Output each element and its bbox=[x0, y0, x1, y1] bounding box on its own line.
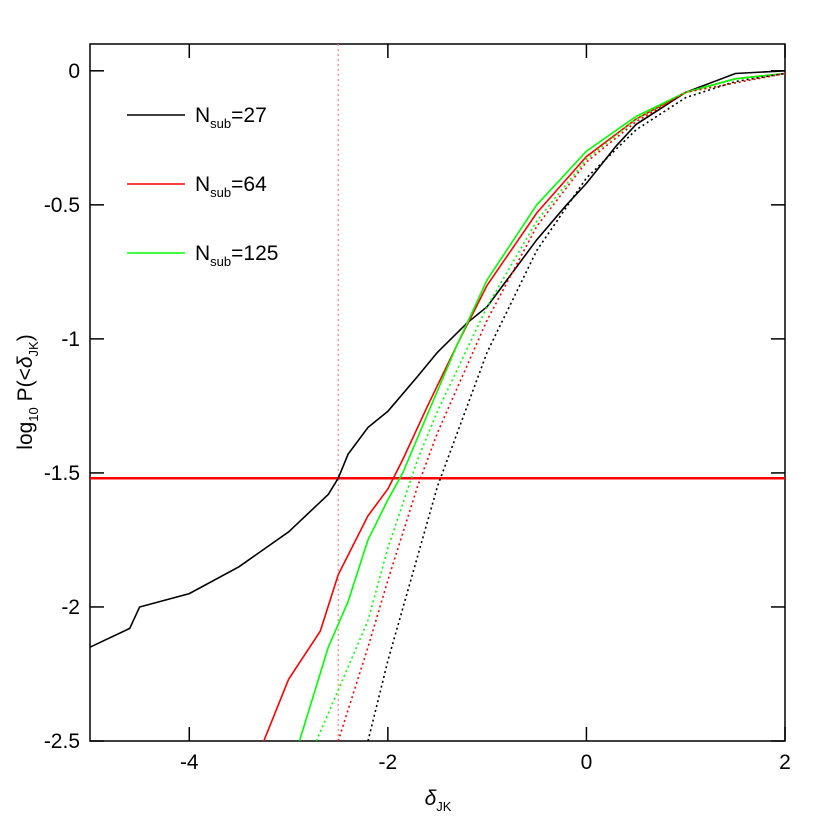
y-tick-label: -1 bbox=[61, 328, 80, 351]
legend-label-part: sub bbox=[210, 116, 231, 131]
y-axis-label-part: log bbox=[14, 422, 37, 450]
x-tick-label: -4 bbox=[180, 751, 199, 774]
series-line bbox=[263, 72, 785, 741]
legend-label-part: sub bbox=[210, 254, 231, 269]
legend-label: Nsub=27 bbox=[195, 104, 267, 131]
legend-label-part: =125 bbox=[231, 242, 278, 265]
series-line bbox=[337, 72, 785, 741]
y-tick-label: -2 bbox=[61, 596, 80, 619]
x-axis-label-part: JK bbox=[436, 799, 452, 814]
legend-label: Nsub=64 bbox=[195, 173, 267, 200]
legend-label-part: sub bbox=[210, 185, 231, 200]
legend-label: Nsub=125 bbox=[195, 242, 278, 269]
series-line bbox=[298, 72, 785, 741]
legend-label-part: N bbox=[195, 104, 210, 127]
y-tick-label: -2.5 bbox=[44, 730, 80, 753]
y-tick-label: -1.5 bbox=[44, 462, 80, 485]
y-tick-label: 0 bbox=[68, 60, 80, 83]
y-axis-label-part: JK bbox=[26, 341, 41, 357]
y-axis-label-part: δ bbox=[14, 356, 37, 368]
x-tick-label: 2 bbox=[779, 751, 791, 774]
x-tick-label: -2 bbox=[379, 751, 398, 774]
series-line bbox=[315, 72, 785, 741]
x-axis-label: δJK bbox=[425, 787, 452, 814]
plot-frame bbox=[89, 43, 786, 742]
plot-area bbox=[90, 44, 785, 741]
y-tick-label: -0.5 bbox=[44, 194, 80, 217]
legend-label-part: N bbox=[195, 173, 210, 196]
x-tick-label: 0 bbox=[581, 751, 593, 774]
legend-label-part: N bbox=[195, 242, 210, 265]
y-axis-label-part: P(< bbox=[14, 368, 37, 407]
legend-label-part: =64 bbox=[231, 173, 267, 196]
series-line bbox=[90, 70, 785, 648]
y-axis-label: log10 P(<δJK) bbox=[14, 334, 41, 449]
legend-label-part: =27 bbox=[231, 104, 267, 127]
x-axis-label-part: δ bbox=[425, 787, 437, 810]
y-axis-label-part: 10 bbox=[26, 407, 41, 421]
y-axis-label-part: ) bbox=[14, 334, 37, 341]
